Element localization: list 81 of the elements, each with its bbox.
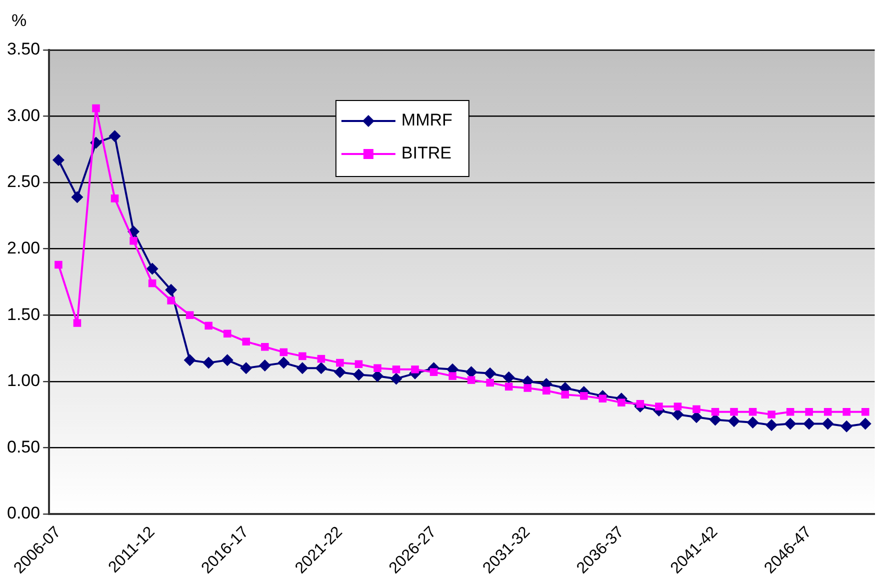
- point: [184, 354, 196, 366]
- point: [146, 262, 158, 275]
- point: [859, 418, 872, 430]
- point: [317, 354, 326, 363]
- point: [52, 154, 64, 166]
- point: [167, 296, 175, 304]
- legend-label: MMRF: [401, 110, 452, 130]
- y-tick-label: 2.00: [6, 238, 40, 258]
- point: [467, 376, 476, 384]
- point: [258, 359, 271, 372]
- point: [202, 356, 215, 369]
- point: [502, 371, 515, 384]
- point: [221, 354, 234, 366]
- point: [240, 362, 252, 374]
- point: [842, 408, 850, 416]
- point: [766, 419, 778, 432]
- point: [448, 372, 456, 380]
- y-tick-label: 3.00: [6, 106, 40, 125]
- y-tick-label: 0.00: [6, 504, 40, 523]
- point: [108, 130, 121, 142]
- point: [334, 366, 346, 378]
- legend-label: BITRE: [401, 144, 452, 163]
- point: [748, 408, 757, 416]
- point: [315, 362, 328, 374]
- point: [692, 405, 700, 414]
- point: [278, 356, 290, 369]
- point: [580, 392, 588, 400]
- point: [730, 408, 738, 416]
- point: [805, 408, 813, 416]
- point: [561, 390, 570, 399]
- y-tick-label: 2.50: [6, 172, 40, 192]
- point: [598, 394, 607, 402]
- point: [746, 416, 759, 428]
- point: [148, 279, 156, 288]
- point: [336, 358, 344, 367]
- point: [484, 367, 496, 380]
- point: [786, 408, 794, 416]
- point: [110, 194, 119, 202]
- point: [242, 338, 250, 346]
- point: [824, 408, 832, 416]
- point: [542, 386, 550, 395]
- point: [803, 418, 816, 430]
- y-tick-label: 0.50: [6, 437, 40, 456]
- point: [411, 366, 419, 374]
- point: [130, 236, 138, 245]
- point: [768, 410, 776, 418]
- point: [784, 418, 796, 430]
- point: [430, 368, 438, 376]
- point: [524, 384, 532, 392]
- point: [728, 415, 740, 428]
- point: [822, 418, 834, 430]
- point: [92, 104, 100, 112]
- point: [392, 366, 400, 374]
- point: [165, 284, 178, 296]
- y-tick-label: 1.00: [6, 371, 40, 390]
- y-tick-label: 3.50: [6, 40, 40, 59]
- point: [223, 330, 232, 338]
- y-tick-label: 1.50: [6, 304, 40, 324]
- point: [711, 408, 720, 416]
- point: [840, 420, 853, 432]
- point: [374, 364, 382, 372]
- point: [298, 352, 306, 360]
- point: [655, 402, 663, 410]
- y-axis-title: %: [12, 11, 27, 30]
- point: [486, 378, 494, 387]
- point: [504, 382, 513, 391]
- point: [73, 319, 82, 327]
- point: [352, 368, 365, 381]
- point: [636, 400, 644, 408]
- point: [618, 398, 626, 406]
- point: [54, 260, 62, 269]
- point: [296, 362, 308, 374]
- point: [280, 348, 288, 356]
- point: [354, 360, 363, 368]
- point: [390, 372, 402, 385]
- point: [71, 191, 84, 204]
- point: [186, 311, 194, 319]
- point: [861, 408, 870, 416]
- point: [674, 402, 682, 410]
- point: [204, 322, 212, 330]
- point: [260, 343, 269, 351]
